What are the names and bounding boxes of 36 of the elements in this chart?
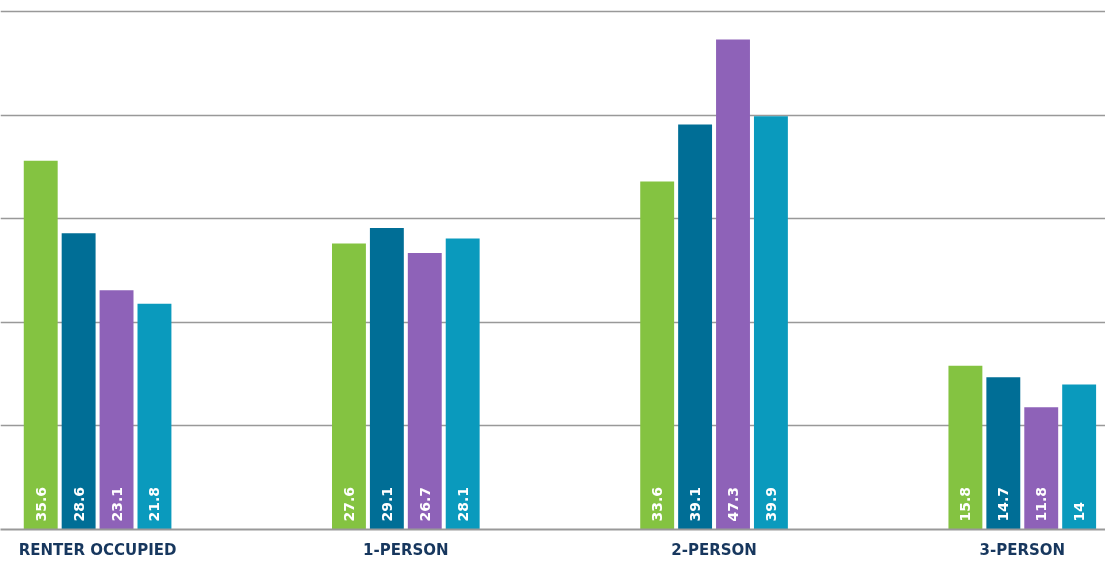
data-label: 35.6 bbox=[32, 486, 49, 522]
data-label: 33.6 bbox=[649, 486, 666, 522]
x-tick-label: 2-PERSON bbox=[671, 540, 757, 559]
x-tick-label: 3-PERSON bbox=[979, 540, 1066, 559]
data-label: 47.3 bbox=[725, 486, 742, 522]
bar bbox=[640, 181, 675, 530]
bar bbox=[1024, 407, 1059, 530]
data-label: 11.8 bbox=[1033, 486, 1050, 522]
bar bbox=[23, 160, 58, 530]
bar bbox=[716, 39, 750, 530]
data-label: 14.7 bbox=[995, 486, 1012, 522]
bar bbox=[948, 365, 983, 530]
data-label: 27.6 bbox=[340, 486, 357, 522]
bar bbox=[369, 228, 404, 530]
data-label: 39.9 bbox=[762, 486, 779, 522]
data-label: 28.1 bbox=[454, 486, 471, 522]
data-label: 29.1 bbox=[378, 486, 395, 522]
data-label: 26.7 bbox=[416, 486, 433, 522]
bar bbox=[61, 233, 96, 530]
data-label: 14 bbox=[1071, 501, 1088, 522]
x-tick-label: 1-PERSON bbox=[363, 540, 449, 559]
bar bbox=[678, 124, 713, 530]
data-label: 39.1 bbox=[687, 486, 704, 522]
data-label: 28.6 bbox=[70, 486, 87, 522]
x-tick-label: RENTER OCCUPIED bbox=[18, 540, 177, 559]
bar bbox=[986, 377, 1021, 530]
data-label: 23.1 bbox=[108, 486, 125, 522]
data-label: 21.8 bbox=[146, 486, 163, 522]
bar bbox=[137, 303, 172, 530]
bar bbox=[332, 243, 366, 530]
bar bbox=[407, 252, 442, 530]
bar bbox=[445, 238, 480, 530]
bar bbox=[753, 116, 788, 530]
bar bbox=[1062, 384, 1097, 530]
bar bbox=[99, 290, 134, 530]
data-label: 15.8 bbox=[957, 486, 974, 522]
